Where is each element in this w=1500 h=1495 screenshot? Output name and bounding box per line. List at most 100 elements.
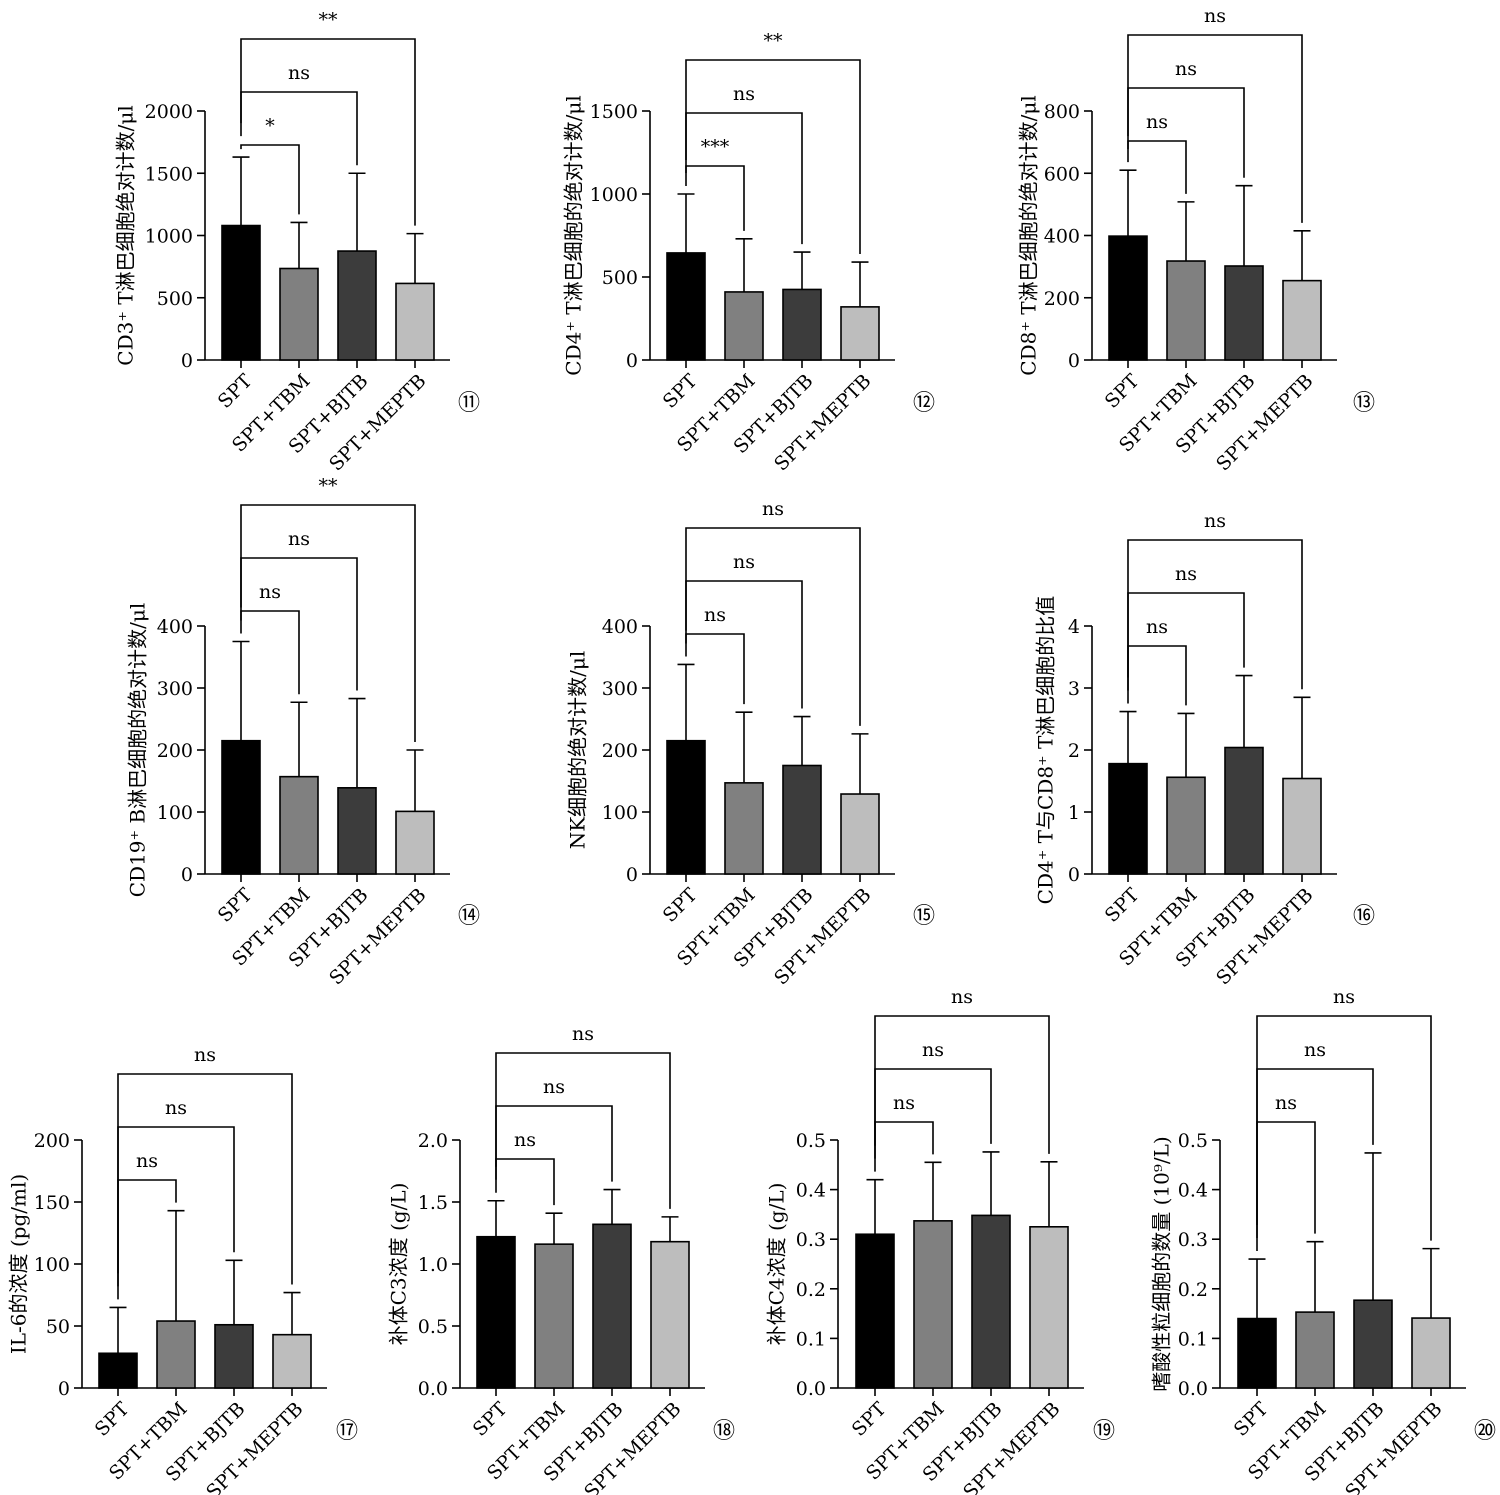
bar-spt-bjtb [214, 1323, 254, 1389]
x-category-label: SPT+MEPTB [1341, 1398, 1446, 1495]
chart-panel-10: 0.00.10.20.30.40.5SPTSPT+TBMSPT+BJTBSPT+… [1150, 986, 1497, 1495]
bar-spt [221, 224, 261, 361]
bar-spt-tbm [724, 782, 764, 875]
significance-label: ns [288, 62, 310, 84]
y-tick-label: 0.3 [796, 1229, 826, 1251]
chart-panel-9: 0.00.10.20.30.40.5SPTSPT+TBMSPT+BJTBSPT+… [765, 986, 1116, 1495]
significance-label: ns [165, 1097, 187, 1119]
y-tick-label: 1000 [145, 226, 193, 248]
panel-number: ⑫ [913, 391, 935, 416]
significance-bracket [495, 1158, 555, 1206]
significance-bracket [117, 1073, 293, 1285]
x-category-label: SPT [1101, 884, 1144, 927]
chart-panel-7: 050100150200SPTSPT+TBMSPT+BJTBSPT+MEPTBn… [7, 1044, 359, 1495]
y-tick-label: 0 [58, 1378, 70, 1400]
x-category-label: SPT [1230, 1398, 1273, 1441]
significance-bracket [685, 633, 745, 705]
bar-spt-tbm [534, 1243, 574, 1389]
bar-spt-tbm [1295, 1311, 1335, 1389]
y-tick-label: 1.0 [418, 1254, 448, 1276]
significance-bracket [1256, 1121, 1316, 1252]
y-axis-label: IL-6的浓度 (pg/ml) [7, 1174, 31, 1354]
y-tick-label: 0.4 [1178, 1180, 1208, 1202]
y-tick-label: 0.0 [418, 1378, 448, 1400]
significance-label: ns [951, 986, 973, 1008]
y-tick-label: 600 [1044, 163, 1080, 185]
bar-spt-bjtb [782, 288, 822, 361]
y-tick-label: 0.5 [796, 1130, 826, 1152]
panel-number: ⑲ [1093, 1419, 1115, 1444]
significance-label: ns [1175, 58, 1197, 80]
y-axis-label: 补体C4浓度 (g/L) [765, 1183, 789, 1346]
y-tick-label: 1 [1068, 802, 1080, 824]
y-tick-label: 800 [1044, 101, 1080, 123]
significance-label: ns [733, 83, 755, 105]
y-tick-label: 2.0 [418, 1130, 448, 1152]
chart-panel-8: 0.00.51.01.52.0SPTSPT+TBMSPT+BJTBSPT+MEP… [387, 1023, 736, 1495]
significance-bracket [1256, 1015, 1432, 1241]
significance-bracket [874, 1015, 1050, 1154]
y-axis-label: CD4⁺ T与CD8⁺ T淋巴细胞的比值 [1034, 596, 1058, 905]
significance-bracket [685, 165, 745, 231]
bar-spt-meptb [395, 282, 435, 361]
x-category-label: SPT [214, 370, 257, 413]
y-tick-label: 0.5 [418, 1316, 448, 1338]
y-tick-label: 500 [602, 267, 638, 289]
significance-label: ns [1146, 111, 1168, 133]
y-tick-label: 0.3 [1178, 1229, 1208, 1251]
bar-spt [666, 739, 706, 875]
y-tick-label: 300 [602, 678, 638, 700]
bar-spt-tbm [1166, 260, 1206, 361]
bar-spt-meptb [840, 793, 880, 875]
y-tick-label: 200 [34, 1130, 70, 1152]
significance-label: ns [572, 1023, 594, 1045]
y-tick-label: 100 [34, 1254, 70, 1276]
significance-label: ns [288, 528, 310, 550]
significance-label: ns [259, 581, 281, 603]
significance-bracket [1127, 34, 1303, 223]
significance-label: ns [893, 1092, 915, 1114]
significance-bracket [240, 610, 300, 695]
y-tick-label: 0.4 [796, 1180, 826, 1202]
bar-spt-meptb [1282, 777, 1322, 875]
significance-label: ns [1275, 1092, 1297, 1114]
y-axis-label: 补体C3浓度 (g/L) [387, 1183, 411, 1346]
x-category-label: SPT+MEPTB [959, 1398, 1064, 1495]
y-tick-label: 0.1 [796, 1328, 826, 1350]
significance-label: ns [704, 604, 726, 626]
y-tick-label: 0 [626, 350, 638, 372]
bar-spt-tbm [724, 291, 764, 361]
y-tick-label: 1500 [590, 101, 638, 123]
significance-bracket [1127, 645, 1187, 706]
bar-spt-tbm [279, 267, 319, 361]
chart-panel-2: 050010001500SPTSPT+TBMSPT+BJTBSPT+MEPTB*… [562, 30, 936, 475]
x-category-label: SPT [214, 884, 257, 927]
panel-number: ⑬ [1353, 391, 1375, 416]
significance-label: ** [764, 30, 784, 52]
significance-label: ns [1175, 563, 1197, 585]
y-tick-label: 400 [1044, 226, 1080, 248]
y-tick-label: 2000 [145, 101, 193, 123]
bar-spt [221, 739, 261, 875]
significance-bracket [495, 1052, 671, 1209]
significance-bracket [240, 38, 416, 226]
y-tick-label: 200 [602, 740, 638, 762]
significance-bracket [240, 504, 416, 742]
bar-spt-meptb [395, 810, 435, 875]
significance-bracket [1127, 140, 1187, 194]
y-axis-label: CD19⁺ B淋巴细胞的绝对计数/μl [126, 603, 150, 898]
bar-spt-meptb [840, 306, 880, 361]
y-tick-label: 1500 [145, 163, 193, 185]
x-category-label: SPT [659, 884, 702, 927]
bar-spt-meptb [1411, 1317, 1451, 1389]
bar-spt [666, 252, 706, 361]
y-tick-label: 0 [181, 350, 193, 372]
y-tick-label: 0 [626, 864, 638, 886]
bar-spt [1108, 762, 1148, 875]
y-tick-label: 1.5 [418, 1192, 448, 1214]
significance-label: ns [1146, 616, 1168, 638]
y-tick-label: 0.5 [1178, 1130, 1208, 1152]
significance-label: ns [1204, 510, 1226, 532]
significance-label: ** [319, 475, 339, 497]
